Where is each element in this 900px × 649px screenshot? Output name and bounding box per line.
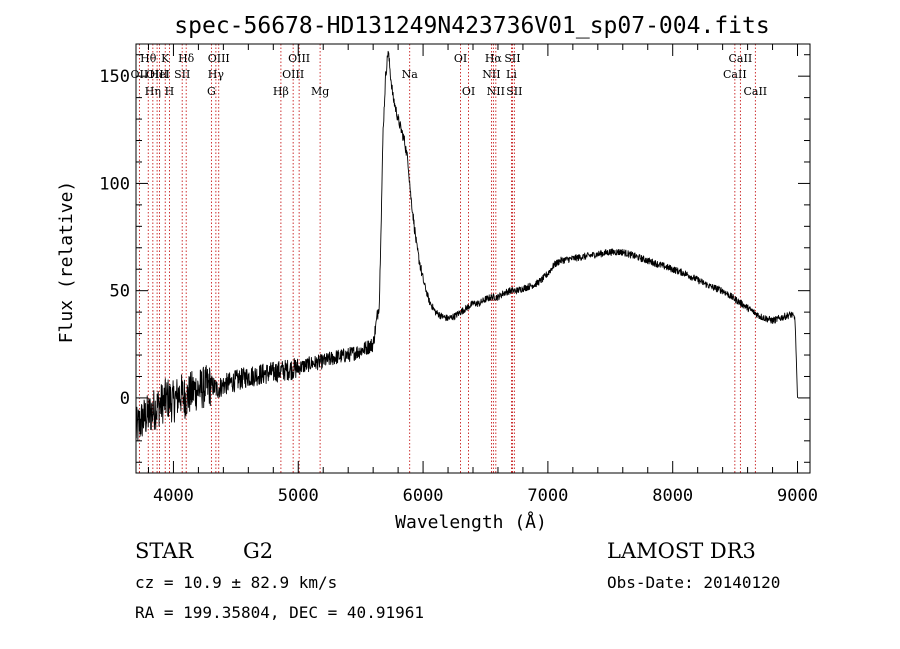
- spectral-line-label-0: OII: [131, 68, 149, 81]
- axes: [135, 43, 811, 474]
- chart-title: spec-56678-HD131249N423736V01_sp07-004.f…: [174, 13, 769, 39]
- spectral-line-label-27: CaII: [743, 85, 767, 98]
- spectral-line-label-7: SII: [174, 68, 190, 81]
- y-tick-label-2: 100: [99, 174, 130, 194]
- spectral-line-label-6: H: [165, 85, 175, 98]
- spectral-line-label-19: NII: [482, 68, 500, 81]
- object-class: STAR: [135, 539, 194, 563]
- spectral-line-label-16: Na: [402, 68, 419, 81]
- spectral-line-label-14: OIII: [288, 52, 310, 65]
- spectral-line-label-11: OIII: [208, 52, 230, 65]
- y-tick-label-3: 150: [99, 67, 130, 87]
- spectral-line-label-20: Hα: [485, 52, 503, 65]
- spectral-line-label-18: OI: [462, 85, 475, 98]
- spectral-line-label-23: SII: [504, 52, 520, 65]
- x-tick-label-0: 4000: [153, 486, 194, 506]
- obs-date: Obs-Date: 20140120: [607, 573, 781, 592]
- x-tick-label-1: 5000: [278, 486, 319, 506]
- y-tick-label-0: 0: [120, 389, 130, 409]
- spectral-line-label-21: NII: [487, 85, 505, 98]
- spectral-line-label-1: Hθ: [140, 52, 157, 65]
- x-tick-label-2: 6000: [403, 486, 444, 506]
- spectral-line-label-5: K: [161, 52, 170, 65]
- spectral-line-label-4: HeI: [149, 68, 169, 81]
- spectral-line-label-8: Hδ: [178, 52, 195, 65]
- x-tick-label-3: 7000: [527, 486, 568, 506]
- spectral-line-label-22: Li: [506, 68, 517, 81]
- y-tick-label-1: 50: [110, 282, 130, 302]
- spectrum-series: [135, 50, 798, 442]
- x-axis-ticks: 4000 5000 6000 7000 8000 9000: [147, 44, 818, 506]
- spectral-line-labels: OIIHθHηOIIIHeIKHSIIHδGHγOIIIHβOIIIOIIIMg…: [131, 52, 768, 98]
- spectral-line-label-17: OI: [454, 52, 467, 65]
- object-subclass: G2: [243, 539, 274, 563]
- spectral-line-label-25: CaII: [723, 68, 747, 81]
- x-axis-label: Wavelength (Å): [395, 511, 547, 533]
- spectral-line-label-2: Hη: [145, 85, 161, 98]
- spectral-line-label-3: OIII: [146, 68, 168, 81]
- spectral-line-label-15: Mg: [311, 85, 329, 98]
- plot-frame: [135, 43, 811, 474]
- x-tick-label-4: 8000: [652, 486, 693, 506]
- spectral-line-label-26: CaII: [729, 52, 753, 65]
- cz-value: cz = 10.9 ± 82.9 km/s: [135, 573, 338, 592]
- y-axis-ticks: 0 50 100 150: [99, 54, 810, 463]
- y-axis-label: Flux (relative): [56, 181, 77, 344]
- survey-name: LAMOST DR3: [607, 539, 756, 563]
- spectral-line-label-9: G: [207, 85, 216, 98]
- spectral-line-label-12: Hβ: [273, 85, 289, 98]
- spectral-line-markers: [138, 44, 756, 473]
- spectral-line-label-13: OIII: [282, 68, 304, 81]
- spectral-line-label-10: Hγ: [208, 68, 225, 81]
- coordinates: RA = 199.35804, DEC = 40.91961: [135, 603, 424, 622]
- spectrum-line: [135, 50, 798, 442]
- spectral-line-label-24: SII: [506, 85, 522, 98]
- x-tick-label-5: 9000: [777, 486, 818, 506]
